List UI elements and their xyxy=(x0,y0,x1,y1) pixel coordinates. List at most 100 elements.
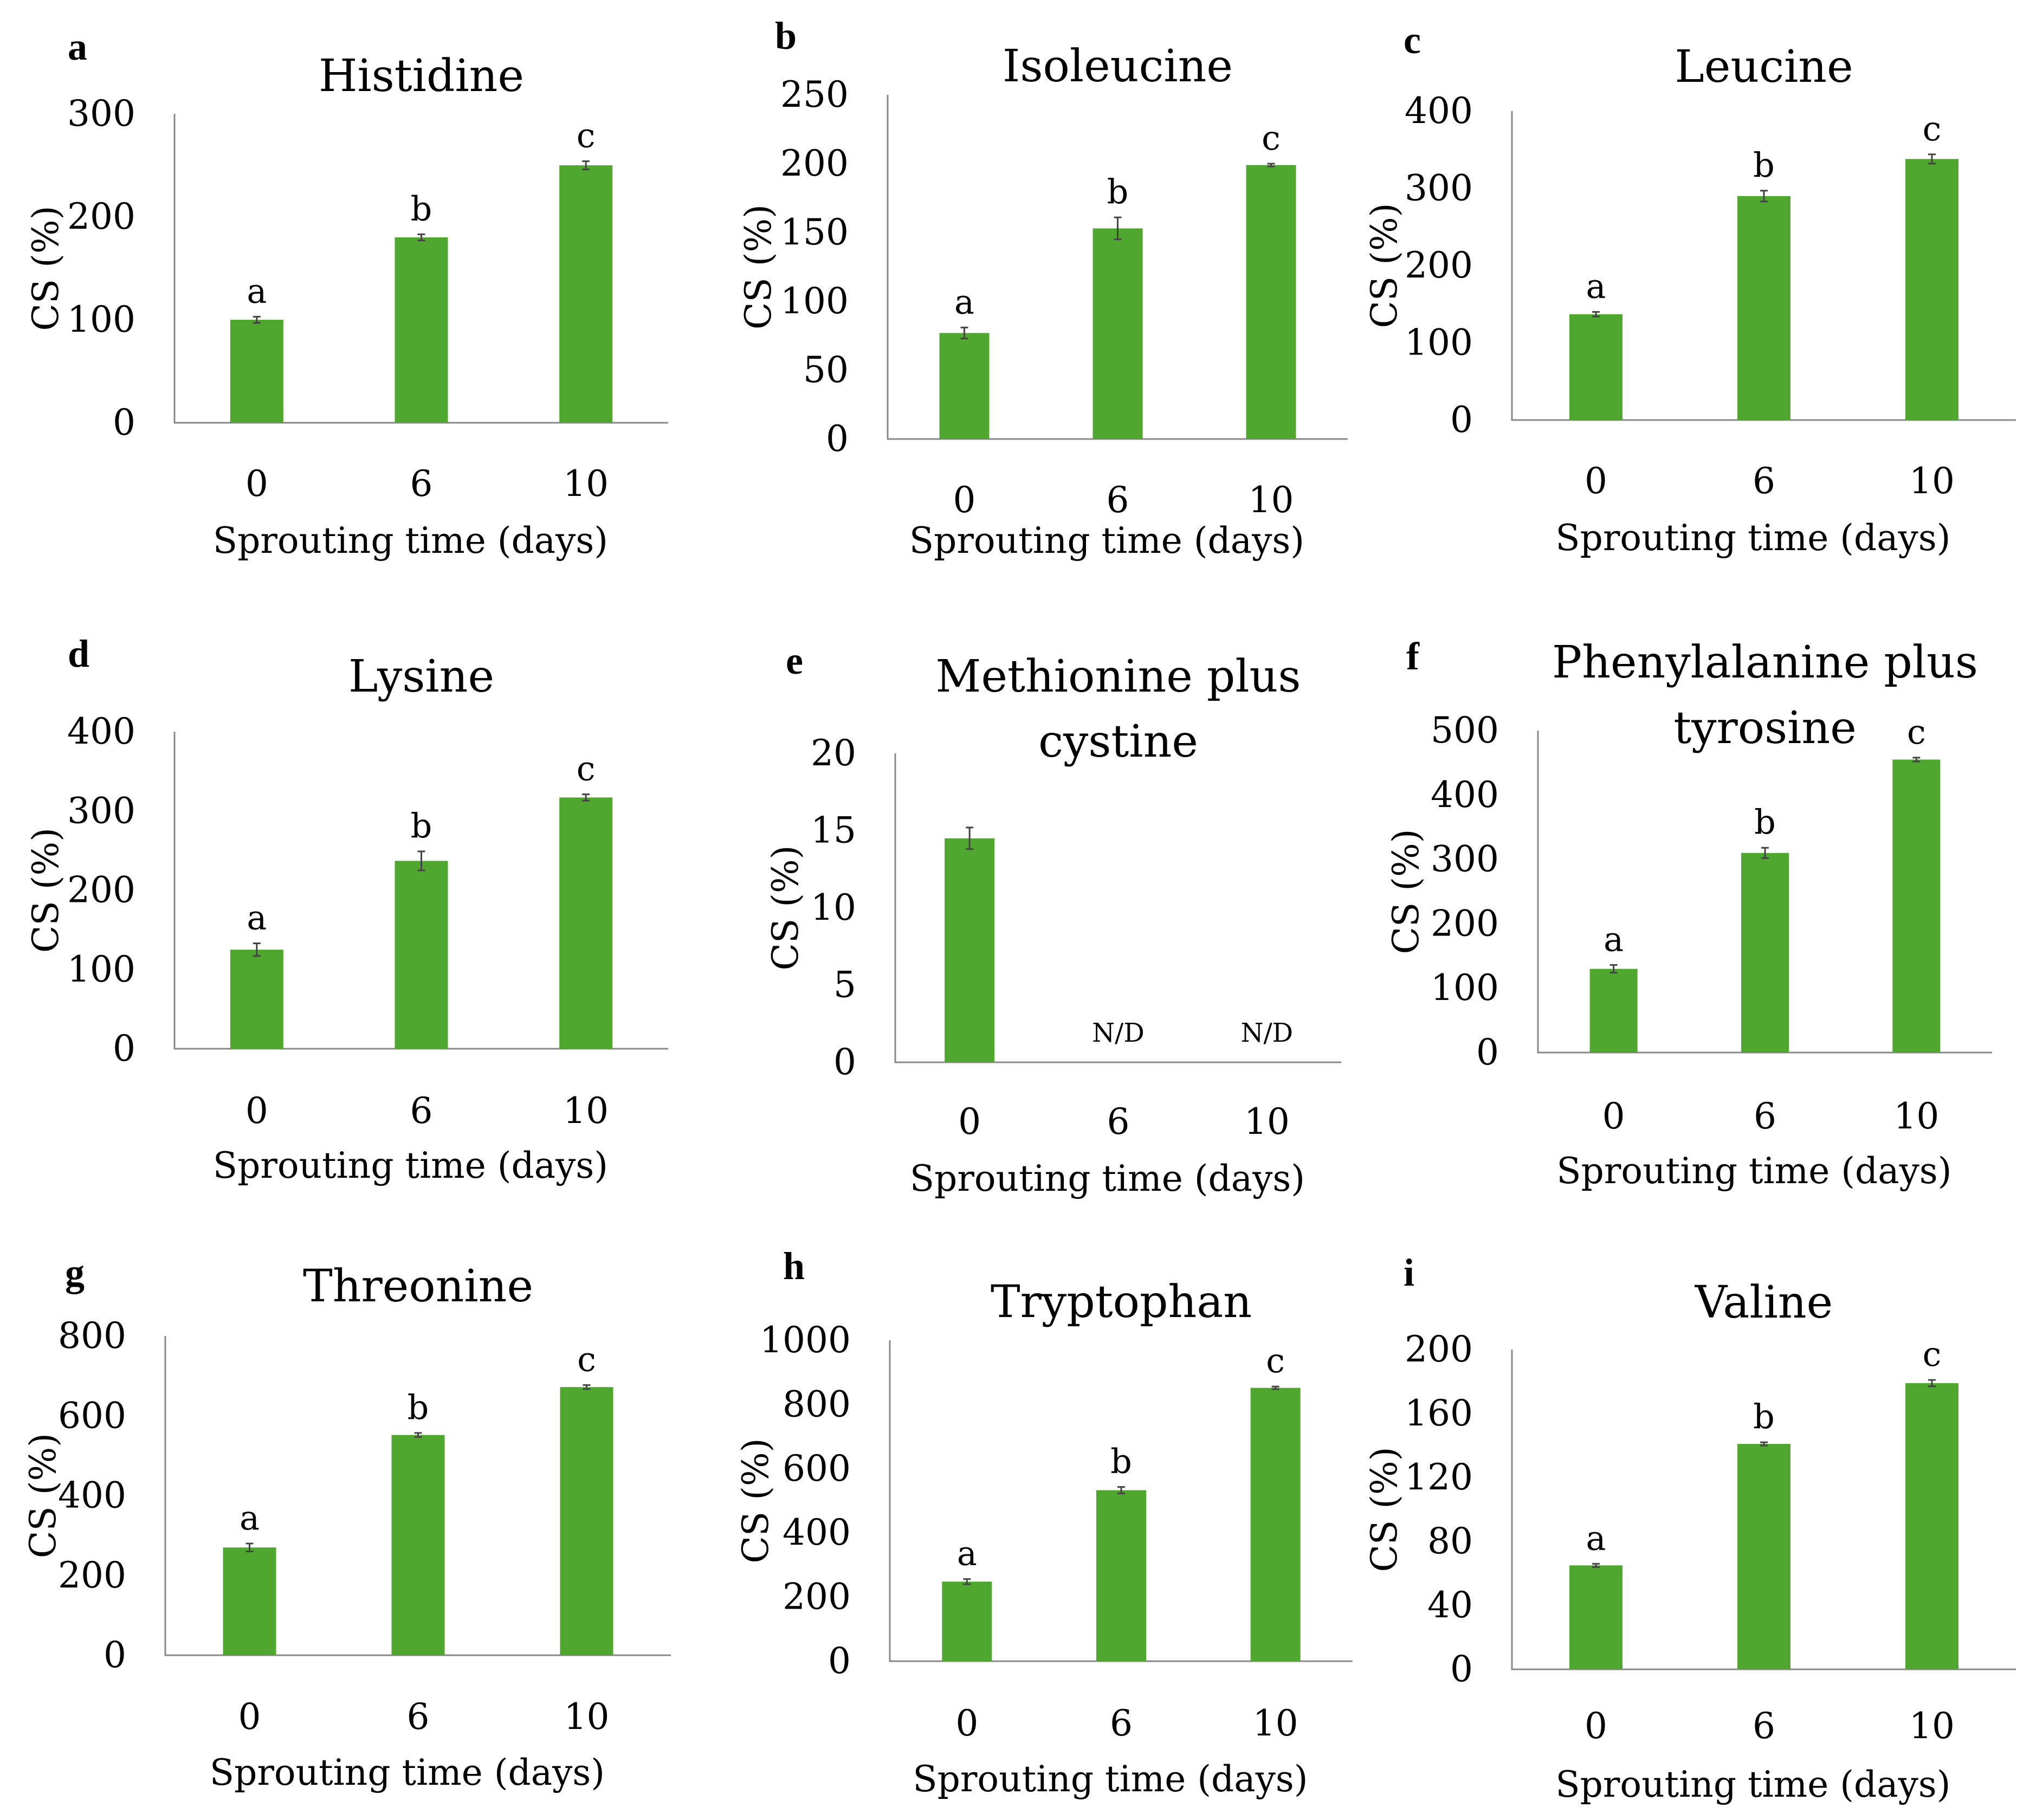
x-tick-label: 10 xyxy=(1909,460,1955,502)
panel-letter: b xyxy=(775,14,797,57)
panel-letter: h xyxy=(783,1244,805,1288)
y-axis-label: CS (%) xyxy=(25,828,67,953)
y-tick-label: 120 xyxy=(1405,1456,1473,1498)
panel-letter: f xyxy=(1406,635,1420,678)
y-tick-label: 0 xyxy=(1450,1648,1473,1690)
x-tick-label: 0 xyxy=(245,463,268,505)
y-axis-label: CS (%) xyxy=(1363,1447,1405,1572)
x-axis-label: Sprouting time (days) xyxy=(213,520,608,562)
y-tick-label: 50 xyxy=(803,349,849,391)
x-axis-label: Sprouting time (days) xyxy=(1555,517,1950,559)
y-tick-label: 200 xyxy=(67,869,135,911)
y-tick-label: 1000 xyxy=(760,1319,851,1361)
x-tick-label: 0 xyxy=(953,479,976,521)
chart-title: tyrosine xyxy=(1673,702,1857,754)
significance-label: a xyxy=(957,1533,977,1573)
x-tick-label: 6 xyxy=(1107,479,1129,521)
bar xyxy=(559,165,613,423)
bar xyxy=(560,1387,613,1655)
y-axis-label: CS (%) xyxy=(1363,203,1405,328)
not-detected-label: N/D xyxy=(1092,1018,1145,1048)
significance-label: c xyxy=(1266,1341,1285,1380)
y-tick-label: 0 xyxy=(113,1028,135,1069)
y-axis-label: CS (%) xyxy=(738,204,779,330)
not-detected-label: N/D xyxy=(1241,1018,1294,1048)
y-tick-label: 300 xyxy=(67,93,135,134)
y-tick-label: 0 xyxy=(833,1041,856,1083)
significance-label: b xyxy=(1110,1442,1132,1481)
chart-panel-d: d Lysine 0 100 200 300 400 CS (%) a 0 b 6 c 10 Sprouti… xyxy=(25,632,668,1186)
significance-label: b xyxy=(1754,802,1776,842)
bar xyxy=(391,1435,445,1655)
y-tick-label: 400 xyxy=(1405,90,1473,132)
bar xyxy=(1250,1387,1301,1661)
y-tick-label: 400 xyxy=(783,1512,851,1553)
significance-label: c xyxy=(1907,712,1926,752)
y-tick-label: 0 xyxy=(1476,1031,1499,1073)
chart-title: Isoleucine xyxy=(1003,41,1233,92)
bar xyxy=(395,237,448,423)
y-tick-label: 40 xyxy=(1427,1584,1473,1626)
x-tick-label: 10 xyxy=(1253,1702,1298,1744)
x-axis-label: Sprouting time (days) xyxy=(913,1758,1308,1800)
y-tick-label: 160 xyxy=(1405,1392,1473,1434)
panel-letter: a xyxy=(68,25,87,68)
axis-frame xyxy=(173,114,668,424)
axis-frame xyxy=(889,1340,1353,1662)
bar xyxy=(1737,196,1790,420)
chart-title: Lysine xyxy=(348,651,494,702)
y-tick-label: 100 xyxy=(67,299,135,340)
y-tick-label: 100 xyxy=(1405,322,1473,364)
y-axis-label: CS (%) xyxy=(765,846,806,971)
significance-label: c xyxy=(1923,109,1942,149)
x-tick-label: 6 xyxy=(1754,1095,1776,1137)
x-tick-label: 0 xyxy=(955,1702,978,1744)
x-tick-label: 6 xyxy=(1107,1101,1130,1143)
bar xyxy=(559,797,613,1049)
axis-frame xyxy=(164,1336,671,1656)
x-tick-label: 0 xyxy=(238,1696,261,1738)
chart-panel-i: i Valine 0 40 80 120 160 200 CS (%) a 0 b 6 c 10 Sprout… xyxy=(1363,1251,2016,1805)
x-tick-label: 0 xyxy=(1602,1095,1625,1137)
y-tick-label: 0 xyxy=(113,402,135,443)
bar xyxy=(1589,969,1638,1053)
y-tick-label: 500 xyxy=(1431,709,1499,751)
chart-panel-e: e Methionine plus cystine 0 5 10 15 20 CS (%) 0 N/… xyxy=(765,639,1341,1199)
y-tick-label: 200 xyxy=(58,1554,126,1596)
y-tick-label: 300 xyxy=(1431,838,1499,880)
bar xyxy=(395,861,448,1049)
y-axis-label: CS (%) xyxy=(25,206,67,331)
y-tick-label: 100 xyxy=(1431,967,1499,1009)
axis-frame xyxy=(173,732,668,1050)
y-tick-label: 5 xyxy=(833,964,856,1006)
y-tick-label: 100 xyxy=(780,280,849,322)
x-tick-label: 6 xyxy=(410,463,433,505)
y-axis-label: CS (%) xyxy=(735,1438,777,1564)
y-tick-label: 15 xyxy=(811,810,856,851)
bar xyxy=(1096,1490,1146,1661)
x-tick-label: 10 xyxy=(1909,1705,1955,1747)
significance-label: a xyxy=(1604,919,1624,959)
y-tick-label: 0 xyxy=(1450,399,1473,441)
y-tick-label: 600 xyxy=(783,1448,851,1489)
bar xyxy=(1905,1383,1958,1669)
bar xyxy=(230,950,283,1049)
significance-label: c xyxy=(577,115,596,155)
significance-label: c xyxy=(1262,118,1281,158)
chart-title: Leucine xyxy=(1675,41,1853,93)
y-tick-label: 600 xyxy=(58,1395,126,1436)
significance-label: b xyxy=(408,1387,429,1427)
chart-title: Phenylalanine plus xyxy=(1552,637,1978,688)
x-axis-label: Sprouting time (days) xyxy=(213,1145,608,1186)
y-tick-label: 300 xyxy=(1405,167,1473,209)
significance-label: a xyxy=(1586,267,1606,306)
bar xyxy=(1569,1565,1622,1669)
bar xyxy=(1246,165,1296,439)
significance-label: a xyxy=(247,898,267,937)
x-tick-label: 6 xyxy=(407,1696,430,1738)
chart-title: Tryptophan xyxy=(991,1276,1252,1328)
x-tick-label: 0 xyxy=(958,1101,981,1143)
y-tick-label: 200 xyxy=(67,196,135,237)
panel-letter: g xyxy=(65,1251,85,1294)
